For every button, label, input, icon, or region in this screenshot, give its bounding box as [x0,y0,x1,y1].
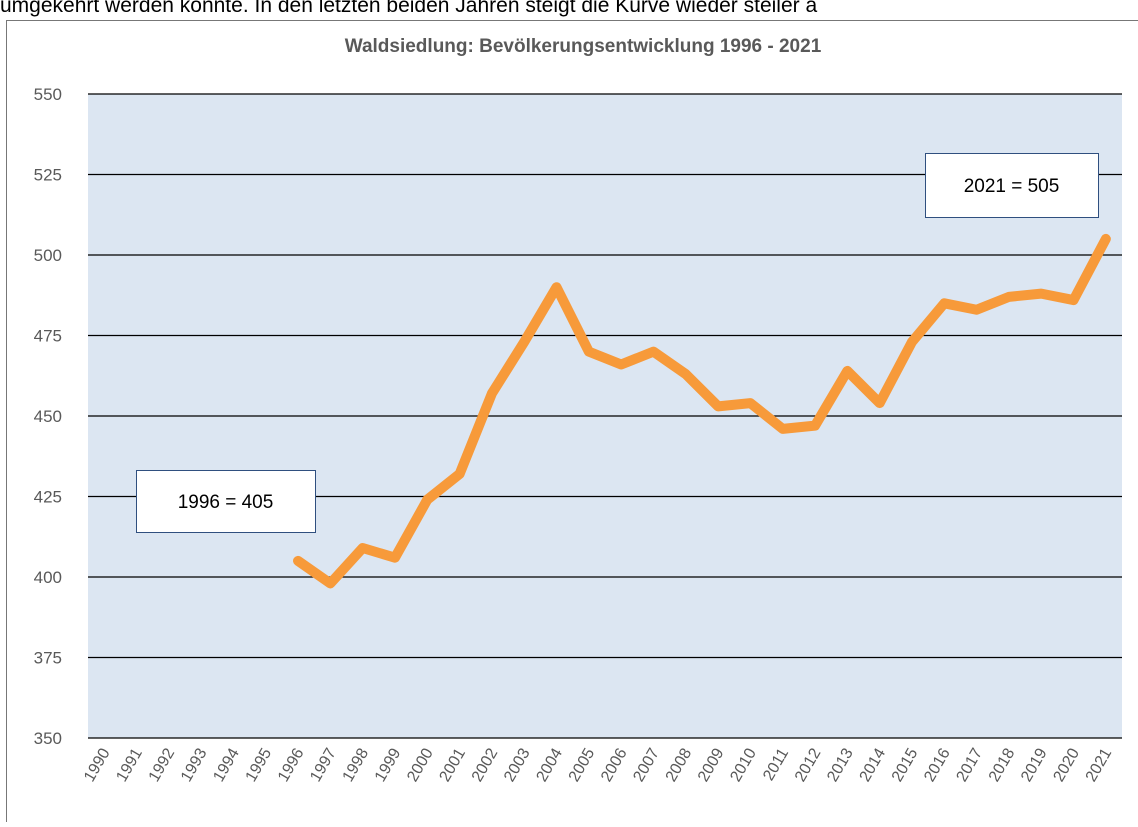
y-tick-label: 350 [34,729,62,748]
annotation: 2021 = 505 [964,176,1060,197]
y-tick-label: 425 [34,488,62,507]
y-tick-label: 525 [34,166,62,185]
annotation: 1996 = 405 [178,492,274,513]
y-tick-label: 375 [34,649,62,668]
chart-title: Waldsiedlung: Bevölkerungsentwicklung 19… [345,36,822,57]
y-tick-label: 450 [34,407,62,426]
y-tick-label: 400 [34,568,62,587]
y-tick-label: 500 [34,246,62,265]
y-tick-label: 550 [34,85,62,104]
y-tick-label: 475 [34,327,62,346]
caption: umgekehrt werden konnte. In den letzten … [0,0,817,17]
